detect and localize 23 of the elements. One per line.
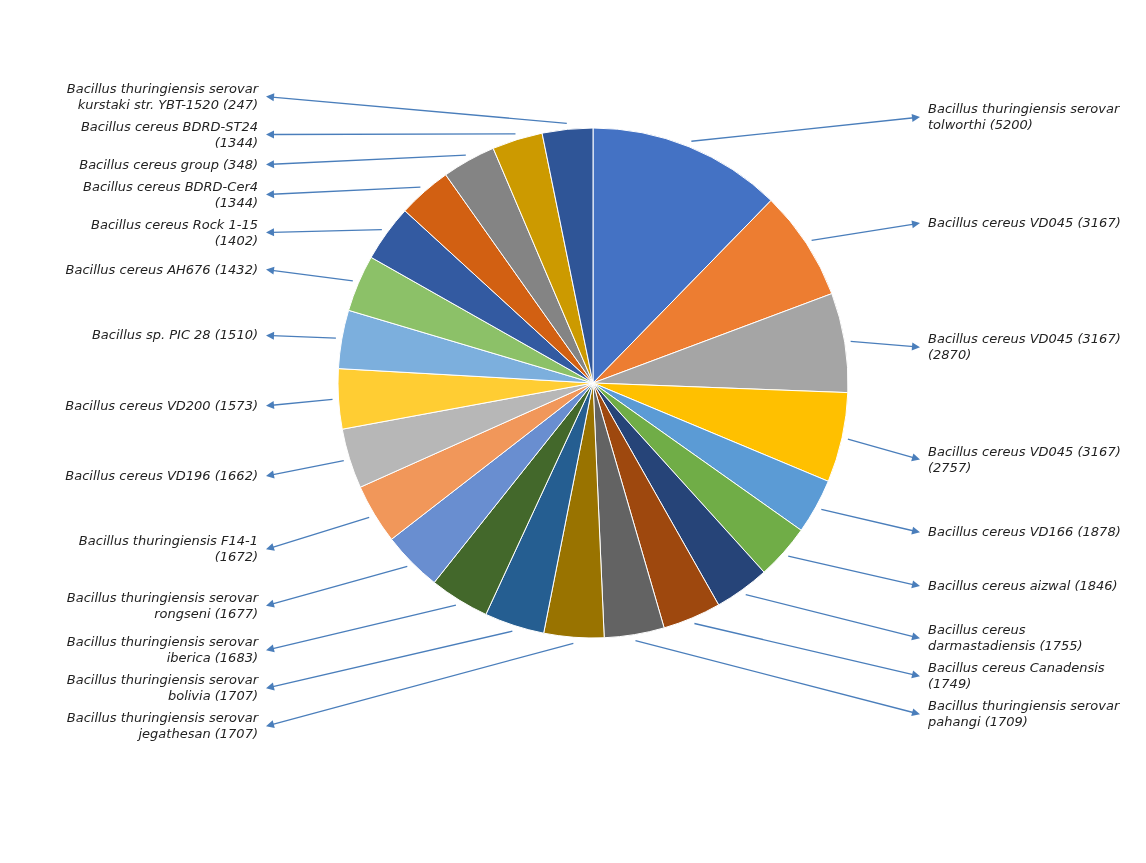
slice-label: Bacillus thuringiensis serovar kurstaki str. YBT-1520 (247) (66, 80, 260, 112)
slice-label: Bacillus sp. PIC 28 (1510) (91, 327, 258, 343)
slice-label: Bacillus cereus VD045 (3167) (928, 215, 1121, 231)
slice-label: Bacillus cereus Rock 1-15 (1402) (91, 216, 258, 248)
slice-label: Bacillus thuringiensis serovar jegathesan (1707) (66, 710, 260, 742)
slice-label: Bacillus cereus BDRD-ST24 (1344) (80, 118, 258, 150)
slice-label: Bacillus cereus group (348) (79, 156, 258, 172)
slice-label: Bacillus cereus AH676 (1432) (65, 261, 258, 277)
slice-label: Bacillus cereus VD045 (3167) (2870) (928, 331, 1121, 363)
slice-label: Bacillus thuringiensis serovar rongseni (1677) (66, 589, 260, 621)
slice-label: Bacillus cereus BDRD-Cer4 (1344) (83, 178, 258, 210)
slice-label: Bacillus cereus VD166 (1878) (928, 524, 1121, 540)
slice-label: Bacillus cereus Canadensis (1749) (928, 660, 1105, 692)
slice-label: Bacillus cereus VD196 (1662) (65, 468, 258, 484)
slice-label: Bacillus cereus darmastadiensis (1755) (928, 622, 1083, 654)
slice-label: Bacillus thuringiensis serovar iberica (1683) (66, 634, 260, 666)
slice-label: Bacillus cereus aizwal (1846) (928, 578, 1118, 594)
slice-label: Bacillus thuringiensis serovar bolivia (1707) (66, 672, 260, 704)
slice-label: Bacillus thuringiensis F14-1 (1672) (78, 533, 258, 565)
slice-label: Bacillus thuringiensis serovar pahangi (1709) (927, 698, 1121, 730)
slice-label: Bacillus cereus VD200 (1573) (65, 397, 258, 413)
slice-label: Bacillus cereus VD045 (3167) (2757) (928, 443, 1121, 475)
slice-label: Bacillus thuringiensis serovar tolworthi (5200) (928, 101, 1121, 133)
